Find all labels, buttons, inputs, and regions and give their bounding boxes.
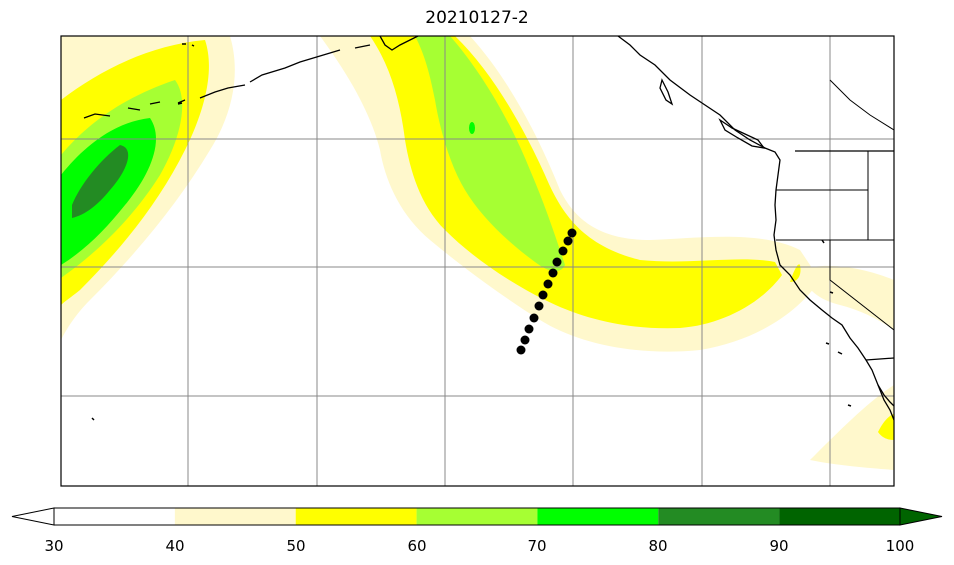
colorbar-segment	[537, 508, 659, 525]
central-river-spot	[469, 122, 475, 134]
baja-moisture-level-40	[810, 385, 894, 470]
observation-track	[516, 228, 577, 355]
colorbar-tick-label: 60	[407, 537, 426, 555]
colorbar-segment	[779, 508, 900, 525]
track-point	[538, 290, 548, 300]
west-plume	[61, 36, 235, 340]
central-river-level-60	[415, 36, 565, 272]
colorbar-frame	[53, 507, 901, 526]
vancouver-island	[718, 118, 766, 149]
colorbar-tick-label: 80	[648, 537, 667, 555]
track-point	[524, 324, 534, 334]
colorbar-tick-label: 70	[527, 537, 546, 555]
island-marks	[91, 43, 852, 421]
colorbar-segments	[54, 508, 900, 525]
track-point	[534, 301, 544, 311]
colorbar-tick-label: 50	[286, 537, 305, 555]
us-mexico-border	[865, 357, 894, 361]
colorbar-segment	[54, 508, 175, 525]
track-point	[548, 268, 558, 278]
southern-moisture-level-40	[800, 265, 894, 330]
colorbar-segment	[174, 508, 296, 525]
colorbar-tick-label: 40	[165, 537, 184, 555]
colorbar-segment	[416, 508, 538, 525]
state-borders	[776, 79, 894, 331]
map-content	[61, 36, 894, 486]
colorbar: 30 40 50 60 70 80 90 100	[11, 507, 943, 555]
west-plume-level-80	[72, 145, 129, 218]
colorbar-segment	[658, 508, 780, 525]
track-point	[563, 236, 573, 246]
alaska-coast	[379, 36, 419, 51]
aleutian-islands	[83, 44, 371, 119]
track-point	[543, 279, 553, 289]
colorbar-ticks: 30 40 50 60 70 80 90 100	[44, 537, 914, 555]
colorbar-extend-high	[899, 507, 943, 526]
colorbar-tick-label: 100	[886, 537, 915, 555]
track-point	[516, 345, 526, 355]
colorbar-segment	[295, 508, 417, 525]
coastlines	[83, 36, 894, 421]
track-point	[520, 335, 530, 345]
colorbar-tick-label: 30	[44, 537, 63, 555]
track-point	[567, 228, 577, 238]
baja-coast	[877, 384, 894, 421]
track-point	[529, 313, 539, 323]
colorbar-extend-low	[11, 507, 55, 526]
track-point	[558, 246, 568, 256]
map-title: 20210127-2	[425, 8, 529, 28]
map-frame	[60, 35, 895, 487]
track-point	[552, 257, 562, 267]
north-america-coast	[617, 36, 894, 407]
baja-moisture-level-50	[878, 414, 894, 440]
graticule	[61, 36, 894, 486]
haida-gwaii	[659, 78, 674, 106]
colorbar-tick-label: 90	[769, 537, 788, 555]
california-moisture-level-50	[790, 264, 801, 282]
southern-moisture	[790, 264, 894, 470]
